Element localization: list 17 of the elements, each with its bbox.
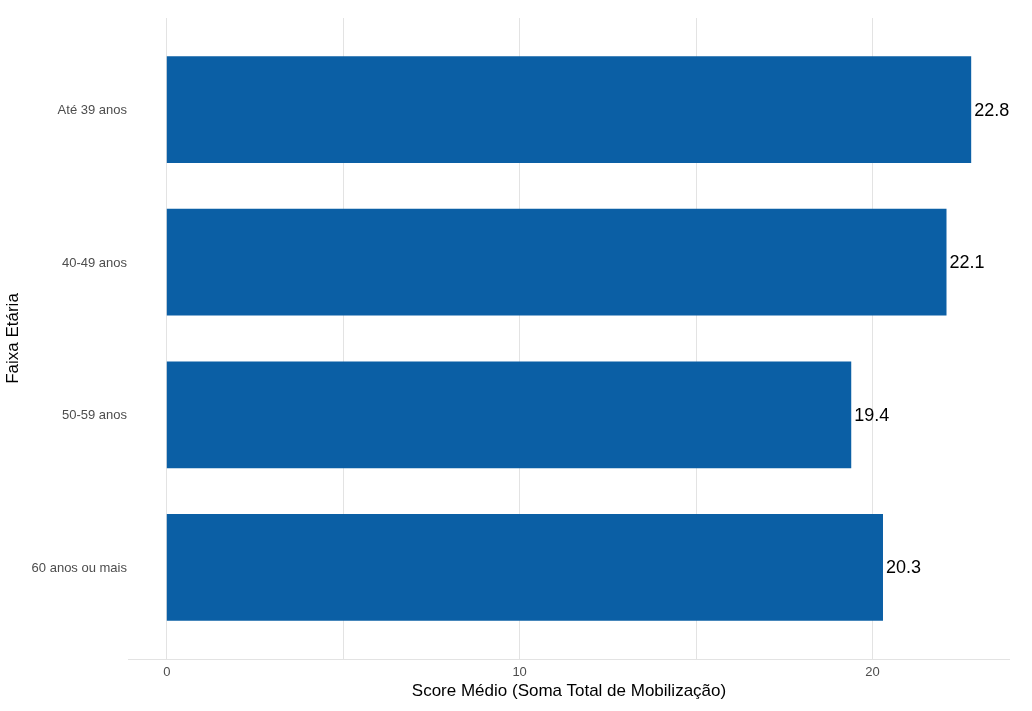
data-label: 22.1: [949, 252, 985, 273]
y-tick-label: 60 anos ou mais: [31, 559, 128, 575]
y-tick-label: 50-59 anos: [61, 407, 128, 423]
data-label: 20.3: [885, 557, 922, 578]
bar: [166, 208, 947, 316]
x-tick-label: 10: [512, 663, 527, 679]
x-tick-label: 0: [163, 663, 171, 679]
data-label: 22.8: [974, 99, 1010, 120]
bar: [166, 514, 883, 621]
x-axis-title: Score Médio (Soma Total de Mobilização): [411, 681, 727, 700]
y-tick-label: 40-49 anos: [61, 254, 128, 270]
data-label: 19.4: [854, 404, 890, 425]
bar: [166, 56, 972, 163]
bar: [166, 361, 852, 469]
y-tick-label: Até 39 anos: [57, 102, 128, 118]
y-axis-title: Faixa Etária: [3, 292, 23, 384]
x-tick-label: 20: [865, 663, 880, 679]
